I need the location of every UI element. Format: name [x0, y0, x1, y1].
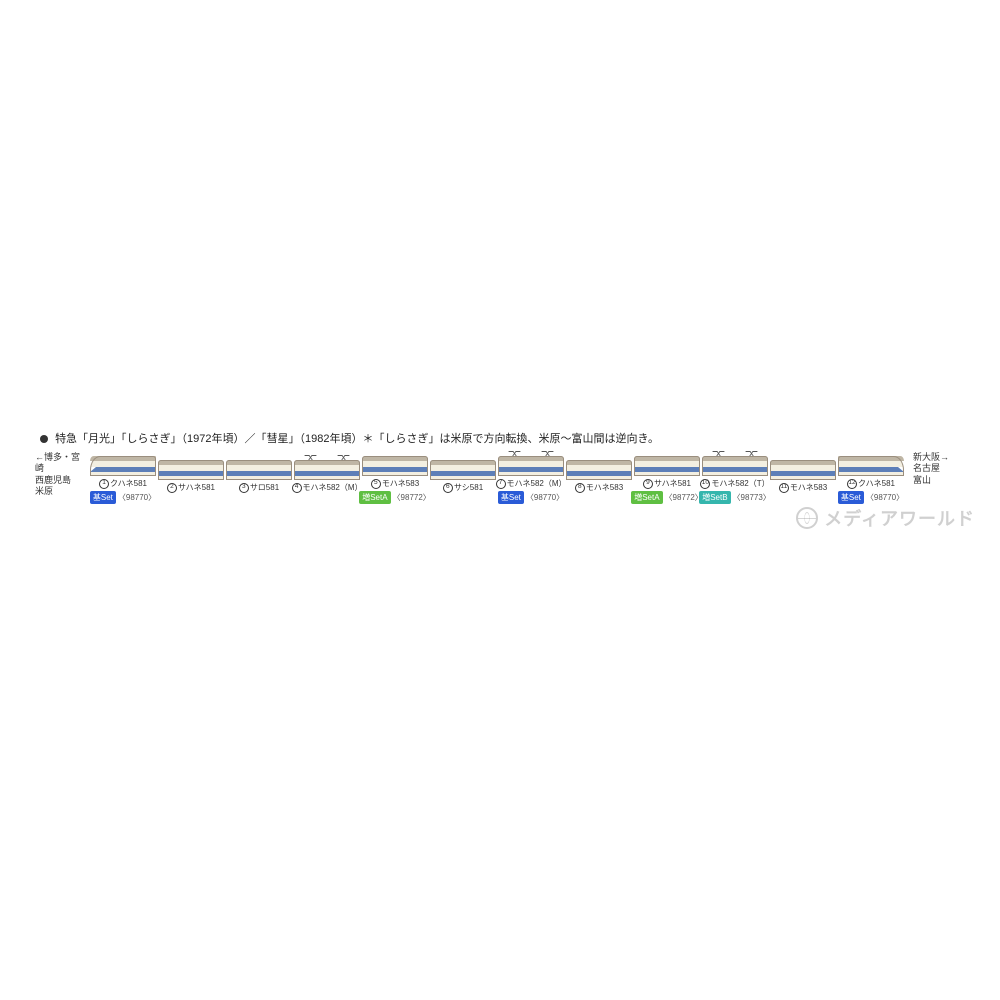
set-row: 増SetB〈98773〉	[699, 491, 771, 504]
car-label: 2サハネ581	[167, 482, 215, 493]
car-number-icon: 9	[643, 479, 653, 489]
title-text: 特急「月光」「しらさぎ」（1972年頃）／「彗星」（1982年頃）＊「しらさぎ」…	[55, 433, 659, 445]
set-row	[326, 495, 328, 504]
car-body	[430, 460, 496, 480]
car-type: モハネ582（T）	[711, 478, 769, 489]
car: 11モハネ583	[770, 454, 836, 504]
car-type: モハネ583	[382, 478, 419, 489]
car-body	[566, 460, 632, 480]
watermark: メディアワールド	[796, 505, 975, 531]
car-label: 3サロ581	[239, 482, 279, 493]
car-label: 11モハネ583	[779, 482, 827, 493]
set-row	[802, 495, 804, 504]
set-badge: 増SetA	[631, 491, 662, 504]
car-label: 7モハネ582（M）	[496, 478, 567, 489]
car-list: 1クハネ581基Set〈98770〉2サハネ581 3サロ581 4モハネ582…	[90, 450, 910, 504]
car-body	[158, 460, 224, 480]
car-label: 5モハネ583	[371, 478, 419, 489]
product-code: 〈98772〉	[393, 492, 431, 503]
watermark-text: メディアワールド	[824, 505, 975, 531]
car-number-icon: 3	[239, 483, 249, 493]
car-type: サハネ581	[178, 482, 215, 493]
car: 7モハネ582（M） 基Set〈98770〉	[498, 450, 564, 504]
car: 5モハネ583 増SetA〈98772〉	[362, 450, 428, 504]
set-row	[598, 495, 600, 504]
car-number-icon: 4	[292, 483, 302, 493]
formation-row: ←博多・宮崎西鹿児島米原 1クハネ581基Set〈98770〉2サハネ581 3…	[35, 450, 965, 504]
car-type: クハネ581	[110, 478, 147, 489]
car-body	[226, 460, 292, 480]
car-body	[702, 456, 768, 476]
car-type: モハネ583	[790, 482, 827, 493]
set-row: 増SetA〈98772〉	[359, 491, 431, 504]
set-badge: 増SetA	[359, 491, 390, 504]
car-label: 10モハネ582（T）	[700, 478, 769, 489]
product-code: 〈98770〉	[526, 492, 564, 503]
car-number-icon: 12	[847, 479, 857, 489]
car-label: 9サハネ581	[643, 478, 691, 489]
set-row: 基Set〈98770〉	[838, 491, 904, 504]
car-label: 4モハネ582（M）	[292, 482, 363, 493]
car-number-icon: 5	[371, 479, 381, 489]
car-type: モハネ582（M）	[303, 482, 363, 493]
car-body	[90, 456, 156, 476]
set-row	[190, 495, 192, 504]
car-body	[770, 460, 836, 480]
car-body	[498, 456, 564, 476]
car-body	[838, 456, 904, 476]
set-badge: 基Set	[498, 491, 524, 504]
set-badge: 基Set	[90, 491, 116, 504]
formation-diagram: 特急「月光」「しらさぎ」（1972年頃）／「彗星」（1982年頃）＊「しらさぎ」…	[35, 430, 965, 504]
car: 1クハネ581 基Set〈98770〉	[90, 450, 156, 504]
set-row: 基Set〈98770〉	[90, 491, 156, 504]
car-number-icon: 6	[443, 483, 453, 493]
car-number-icon: 1	[99, 479, 109, 489]
car: 4モハネ582（M）	[294, 454, 360, 504]
car-body	[294, 460, 360, 480]
car: 2サハネ581	[158, 454, 224, 504]
product-code: 〈98772〉	[665, 492, 703, 503]
car-type: クハネ581	[858, 478, 895, 489]
product-code: 〈98770〉	[866, 492, 904, 503]
set-row	[258, 495, 260, 504]
car-type: サシ581	[454, 482, 483, 493]
car-number-icon: 7	[496, 479, 506, 489]
set-badge: 基Set	[838, 491, 864, 504]
car-type: サロ581	[250, 482, 279, 493]
product-code: 〈98770〉	[118, 492, 156, 503]
car-type: モハネ582（M）	[507, 478, 567, 489]
car-label: 6サシ581	[443, 482, 483, 493]
car-body	[362, 456, 428, 476]
car-label: 8モハネ583	[575, 482, 623, 493]
car: 12クハネ581 基Set〈98770〉	[838, 450, 904, 504]
product-code: 〈98773〉	[733, 492, 771, 503]
car-number-icon: 10	[700, 479, 710, 489]
set-badge: 増SetB	[699, 491, 730, 504]
set-row: 増SetA〈98772〉	[631, 491, 703, 504]
bullet-icon	[40, 435, 48, 443]
car-number-icon: 8	[575, 483, 585, 493]
set-row: 基Set〈98770〉	[498, 491, 564, 504]
car-body	[634, 456, 700, 476]
set-row	[462, 495, 464, 504]
car: 8モハネ583	[566, 454, 632, 504]
car-type: サハネ581	[654, 478, 691, 489]
destination-right: 新大阪→名古屋富山	[913, 450, 965, 486]
car-number-icon: 2	[167, 483, 177, 493]
car-label: 12クハネ581	[847, 478, 895, 489]
car-type: モハネ583	[586, 482, 623, 493]
destination-left: ←博多・宮崎西鹿児島米原	[35, 450, 87, 497]
diagram-title: 特急「月光」「しらさぎ」（1972年頃）／「彗星」（1982年頃）＊「しらさぎ」…	[40, 430, 965, 446]
car-label: 1クハネ581	[99, 478, 147, 489]
car: 3サロ581	[226, 454, 292, 504]
car: 9サハネ581 増SetA〈98772〉	[634, 450, 700, 504]
car-number-icon: 11	[779, 483, 789, 493]
globe-icon	[796, 507, 818, 529]
car: 6サシ581	[430, 454, 496, 504]
car: 10モハネ582（T） 増SetB〈98773〉	[702, 450, 768, 504]
